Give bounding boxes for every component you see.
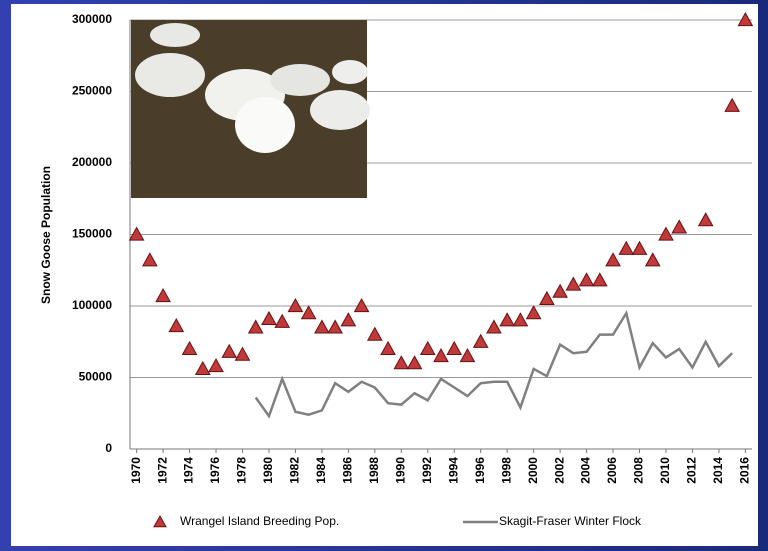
marker (446, 340, 463, 355)
marker (168, 317, 185, 333)
marker (327, 319, 343, 334)
x-tick-label: 2004 (579, 457, 593, 484)
marker (419, 340, 436, 355)
x-tick-label: 1998 (499, 457, 513, 484)
marker (631, 240, 648, 255)
marker (433, 348, 449, 363)
x-tick-label: 1994 (446, 457, 460, 484)
x-tick-label: 2010 (658, 457, 672, 484)
y-tick-label: 150000 (72, 227, 112, 241)
marker (287, 297, 304, 313)
marker (697, 212, 714, 227)
x-tick-label: 2006 (605, 457, 619, 484)
x-tick-label: 1992 (420, 457, 434, 484)
legend-marker (153, 514, 167, 528)
x-tick-label: 1974 (182, 457, 196, 484)
x-tick-label: 1984 (314, 457, 328, 484)
photo (131, 20, 370, 198)
marker (353, 297, 370, 313)
y-tick-label: 300000 (72, 12, 112, 26)
marker (406, 355, 423, 370)
line (254, 309, 734, 419)
y-tick-label: 100000 (72, 298, 112, 312)
marker (247, 319, 264, 334)
x-tick-label: 2000 (526, 457, 540, 484)
x-tick-label: 1986 (341, 457, 355, 484)
x-tick-label: 1988 (367, 457, 381, 484)
x-tick-label: 1982 (288, 457, 302, 484)
legend-label: Wrangel Island Breeding Pop. (180, 514, 339, 528)
marker (300, 305, 317, 320)
x-tick-label: 2016 (738, 457, 752, 484)
marker (459, 348, 476, 363)
marker (512, 312, 529, 327)
x-tick-label: 2014 (711, 457, 725, 484)
y-tick-label: 0 (105, 441, 112, 455)
marker (644, 252, 661, 267)
marker (194, 360, 211, 376)
marker (128, 226, 145, 241)
marker (499, 312, 516, 327)
marker (155, 287, 171, 303)
x-tick-label: 2002 (552, 457, 566, 484)
marker (486, 319, 502, 334)
marker (366, 326, 383, 341)
marker (340, 312, 357, 327)
marker (314, 319, 330, 334)
y-tick-label: 200000 (72, 155, 112, 169)
marker (591, 272, 608, 287)
y-tick-label: 250000 (72, 84, 112, 98)
x-tick-label: 1980 (261, 457, 275, 484)
marker (618, 240, 635, 255)
legend-label: Skagit-Fraser Winter Flock (499, 514, 642, 528)
x-tick-label: 1972 (155, 457, 169, 484)
x-tick-label: 1978 (235, 457, 249, 484)
marker (605, 252, 621, 267)
marker (181, 340, 198, 355)
plot: 0 50000 100000 150000 200000 250000 300000 1970… (72, 11, 754, 484)
marker (472, 333, 489, 348)
marker (539, 290, 555, 305)
marker (578, 272, 595, 287)
marker (658, 226, 674, 241)
marker (393, 355, 410, 370)
marker (208, 358, 224, 373)
marker (525, 305, 542, 320)
marker (552, 283, 568, 298)
marker (671, 219, 688, 234)
panel (11, 4, 758, 546)
x-tick-label: 2012 (685, 457, 699, 484)
x-tick-label: 1990 (393, 457, 407, 484)
x-tick-label: 1970 (129, 457, 143, 484)
marker (274, 313, 291, 328)
marker (737, 11, 754, 27)
x-tick-label: 2008 (632, 457, 646, 484)
marker (565, 276, 582, 291)
y-axis-label: Snow Goose Population (39, 166, 53, 304)
marker (221, 343, 238, 358)
marker (724, 97, 740, 112)
x-tick-label: 1976 (208, 457, 222, 484)
marker (142, 252, 158, 267)
marker (380, 340, 396, 355)
x-tick-label: 1996 (473, 457, 487, 484)
y-tick-label: 50000 (79, 370, 113, 384)
marker (234, 346, 251, 361)
marker (261, 310, 277, 325)
